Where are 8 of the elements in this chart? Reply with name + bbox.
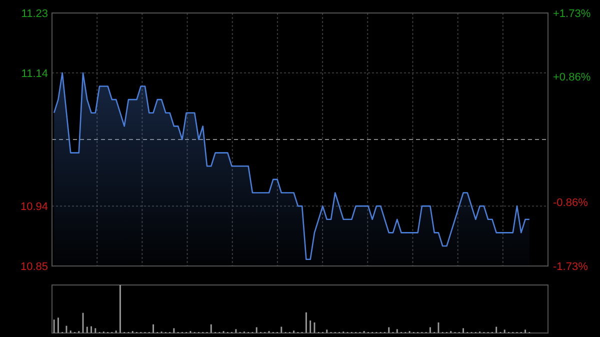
y2-tick-label: -1.73% <box>553 260 588 273</box>
y-tick-label: 11.23 <box>21 8 48 20</box>
y2-tick-label: +0.86% <box>553 71 591 84</box>
y-tick-label: 11.14 <box>21 68 48 80</box>
y2-tick-label: -0.86% <box>553 197 588 210</box>
y-tick-label: 10.94 <box>20 200 48 213</box>
y2-tick-label: +1.73% <box>553 8 591 20</box>
y-tick-label: 10.85 <box>20 260 48 273</box>
